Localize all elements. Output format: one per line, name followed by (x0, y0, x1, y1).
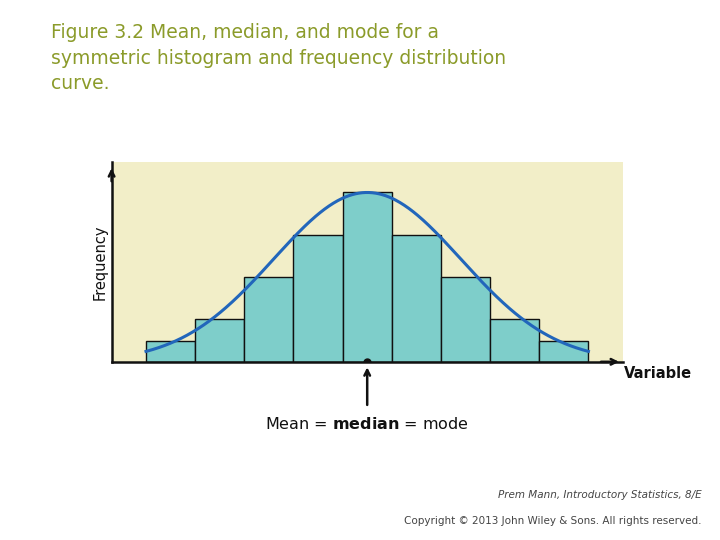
Bar (146, 341, 195, 362)
Y-axis label: Frequency: Frequency (92, 224, 107, 300)
Bar (539, 341, 588, 362)
Bar (294, 235, 343, 362)
Text: Mean = $\mathbf{median}$ = mode: Mean = $\mathbf{median}$ = mode (265, 416, 469, 432)
Bar (392, 235, 441, 362)
Bar (490, 320, 539, 362)
Bar (244, 277, 294, 362)
Text: Variable: Variable (624, 366, 692, 381)
Bar (441, 277, 490, 362)
Bar (343, 192, 392, 362)
Bar (195, 320, 244, 362)
Text: Prem Mann, Introductory Statistics, 8/E: Prem Mann, Introductory Statistics, 8/E (498, 489, 702, 500)
Text: Figure 3.2 Mean, median, and mode for a
symmetric histogram and frequency distri: Figure 3.2 Mean, median, and mode for a … (51, 23, 506, 93)
Text: Copyright © 2013 John Wiley & Sons. All rights reserved.: Copyright © 2013 John Wiley & Sons. All … (405, 516, 702, 526)
